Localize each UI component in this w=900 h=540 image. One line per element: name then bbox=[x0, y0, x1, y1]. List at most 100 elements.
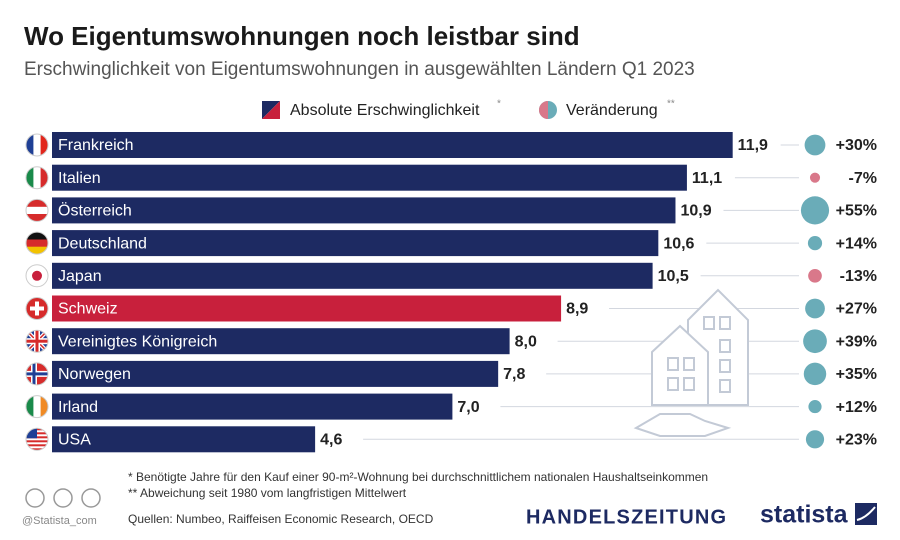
flag-border bbox=[25, 231, 49, 255]
category-label: Österreich bbox=[58, 202, 132, 220]
flag-part bbox=[26, 214, 48, 222]
flag-border bbox=[25, 395, 49, 419]
flag-part bbox=[26, 448, 48, 451]
flag-part bbox=[26, 199, 48, 207]
cc-icon bbox=[53, 488, 73, 508]
credit: @Statista_com bbox=[22, 515, 97, 527]
flag bbox=[26, 232, 48, 255]
value-label: 8,9 bbox=[566, 301, 588, 318]
flag-part bbox=[26, 232, 48, 240]
brand-logo bbox=[855, 503, 877, 525]
flag-part bbox=[30, 306, 44, 311]
flag-part bbox=[26, 395, 34, 418]
flag-part bbox=[40, 134, 48, 156]
flag bbox=[26, 264, 48, 287]
flag-border bbox=[25, 264, 49, 288]
bar bbox=[52, 132, 733, 158]
flag-border bbox=[25, 166, 49, 190]
brand: statista bbox=[760, 501, 849, 529]
flag-part bbox=[26, 134, 34, 156]
value-label: 11,1 bbox=[692, 170, 722, 187]
category-label: USA bbox=[58, 432, 91, 449]
change-bubble bbox=[807, 235, 823, 251]
category-label: Norwegen bbox=[58, 366, 131, 383]
flag-part bbox=[26, 246, 48, 255]
flag bbox=[26, 362, 48, 385]
flag bbox=[26, 395, 48, 418]
value-label: 11,9 bbox=[738, 137, 768, 154]
category-label: Italien bbox=[58, 170, 101, 187]
bar bbox=[52, 426, 316, 453]
cc-icon bbox=[81, 488, 101, 508]
flag-border bbox=[25, 329, 49, 353]
sources: Quellen: Numbeo, Raiffeisen Economic Res… bbox=[128, 512, 434, 526]
change-bubble bbox=[805, 298, 825, 319]
flag-border bbox=[25, 198, 49, 222]
change-bubble bbox=[803, 329, 827, 354]
value-label: 10,9 bbox=[680, 203, 711, 220]
category-label: Irland bbox=[58, 399, 98, 416]
value-label: 7,8 bbox=[503, 366, 525, 383]
legend: Absolute Erschwinglichkeit * Veränderung… bbox=[262, 99, 675, 119]
bar bbox=[52, 295, 562, 322]
value-label: 10,5 bbox=[658, 268, 689, 285]
change-label: +27% bbox=[836, 301, 877, 318]
bar bbox=[52, 197, 676, 224]
change-label: +39% bbox=[836, 333, 877, 350]
change-label: +12% bbox=[836, 399, 877, 416]
chart-title: Wo Eigentumswohnungen noch leistbar sind bbox=[24, 21, 580, 51]
house-illustration bbox=[633, 288, 749, 437]
footer: * Benötigte Jahre für den Kauf einer 90-… bbox=[22, 470, 877, 529]
publisher: HANDELSZEITUNG bbox=[526, 506, 727, 528]
flag bbox=[26, 166, 48, 189]
category-label: Deutschland bbox=[58, 235, 147, 252]
value-label: 4,6 bbox=[320, 432, 342, 449]
flag-part bbox=[26, 444, 48, 447]
change-label: +23% bbox=[836, 432, 877, 449]
category-label: Vereinigtes Königreich bbox=[58, 333, 217, 350]
legend-swatch bbox=[262, 101, 280, 119]
category-label: Japan bbox=[58, 268, 102, 285]
flag-part bbox=[26, 166, 34, 189]
change-bubble bbox=[800, 196, 830, 225]
category-label: Frankreich bbox=[58, 137, 134, 154]
flag-border bbox=[25, 133, 49, 157]
flag bbox=[26, 330, 48, 353]
legend-label: Veränderung bbox=[566, 102, 658, 119]
change-label: -13% bbox=[840, 268, 877, 285]
footnote: ** Abweichung seit 1980 vom langfristige… bbox=[128, 486, 407, 500]
change-bubble bbox=[808, 400, 822, 414]
value-label: 7,0 bbox=[457, 399, 479, 416]
flag-part bbox=[26, 372, 48, 376]
flag-part bbox=[40, 395, 48, 418]
change-bubble bbox=[805, 430, 825, 449]
bar bbox=[52, 393, 453, 420]
bar bbox=[52, 360, 499, 387]
footnote: * Benötigte Jahre für den Kauf einer 90-… bbox=[128, 470, 708, 484]
flag bbox=[26, 297, 48, 320]
legend-label: Absolute Erschwinglichkeit bbox=[290, 102, 480, 119]
flag-part bbox=[32, 270, 42, 281]
bar bbox=[52, 230, 659, 257]
change-label: +14% bbox=[836, 235, 877, 252]
legend-note-marker: * bbox=[497, 99, 501, 110]
flag-part bbox=[26, 339, 48, 343]
flag bbox=[26, 428, 48, 451]
legend-swatch bbox=[539, 101, 548, 119]
change-bubble bbox=[809, 172, 821, 183]
category-label: Schweiz bbox=[58, 301, 118, 318]
flag-border bbox=[25, 362, 49, 386]
value-label: 8,0 bbox=[515, 333, 537, 350]
flag bbox=[26, 199, 48, 222]
bar bbox=[52, 262, 653, 289]
bar bbox=[52, 328, 510, 355]
change-bubble bbox=[808, 268, 822, 283]
flag-part bbox=[26, 428, 37, 439]
brand-logo bbox=[856, 506, 876, 521]
legend-note-marker: ** bbox=[667, 99, 675, 110]
chart-subtitle: Erschwinglichkeit von Eigentumswohnungen… bbox=[24, 59, 695, 80]
value-label: 10,6 bbox=[663, 235, 694, 252]
change-label: +30% bbox=[836, 137, 877, 154]
